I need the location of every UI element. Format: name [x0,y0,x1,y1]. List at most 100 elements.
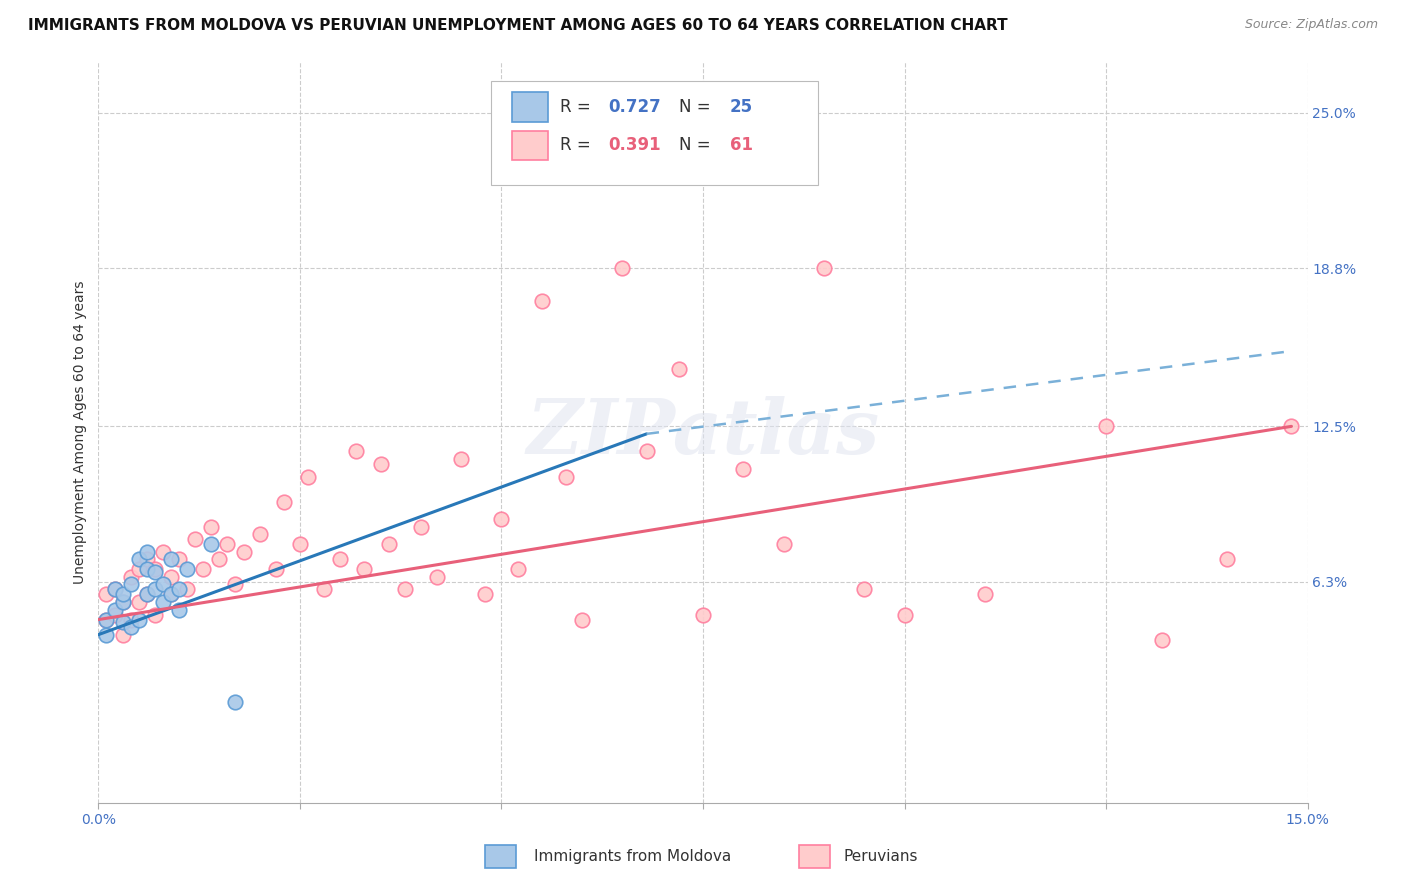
Point [733,462,755,476]
Point [143,582,166,597]
Text: N =: N = [679,98,716,116]
Point [111,627,134,641]
Point [111,595,134,609]
Point [1281,419,1303,434]
Point [111,615,134,629]
Point [555,469,578,483]
Point [200,537,222,551]
Point [772,537,794,551]
Point [143,607,166,622]
Point [103,602,125,616]
Point [128,552,150,566]
Point [135,587,157,601]
Text: 0.391: 0.391 [609,136,661,154]
Point [974,587,997,601]
FancyBboxPatch shape [512,130,548,161]
Point [96,613,118,627]
Point [160,587,183,601]
Point [232,545,254,559]
Point [506,562,529,576]
Text: Source: ZipAtlas.com: Source: ZipAtlas.com [1244,18,1378,31]
Text: Immigrants from Moldova: Immigrants from Moldova [534,849,731,863]
Point [249,527,271,541]
Point [394,582,416,597]
Point [273,494,295,508]
Point [120,613,142,627]
Point [120,620,142,634]
Point [103,582,125,597]
Text: R =: R = [561,136,596,154]
Point [314,582,336,597]
Point [160,570,183,584]
Point [120,577,142,591]
Point [893,607,915,622]
Point [184,533,207,547]
FancyBboxPatch shape [512,92,548,121]
Point [103,582,125,597]
Point [409,520,432,534]
Point [813,261,835,276]
Point [152,595,174,609]
Point [612,261,634,276]
Point [111,595,134,609]
Point [128,595,150,609]
Point [344,444,367,458]
Point [208,552,231,566]
Point [370,457,392,471]
Point [96,627,118,641]
Text: 0.727: 0.727 [609,98,661,116]
Point [636,444,658,458]
Point [353,562,375,576]
Point [297,469,319,483]
Point [96,587,118,601]
Point [160,587,183,601]
Point [120,570,142,584]
Text: 25: 25 [730,98,752,116]
Text: N =: N = [679,136,716,154]
Point [143,565,166,579]
Point [426,570,449,584]
Point [692,607,714,622]
Point [377,537,399,551]
Point [152,545,174,559]
Point [264,562,287,576]
Point [1216,552,1239,566]
Point [853,582,876,597]
Point [176,582,198,597]
Point [176,562,198,576]
Point [143,562,166,576]
Point [135,562,157,576]
Point [571,613,593,627]
Point [128,613,150,627]
Point [135,587,157,601]
Point [1152,632,1174,647]
Point [329,552,352,566]
Point [668,361,690,376]
Point [167,552,190,566]
Text: R =: R = [561,98,596,116]
Point [217,537,239,551]
Point [111,587,134,601]
Text: 61: 61 [730,136,752,154]
Point [288,537,311,551]
Point [530,293,553,308]
Text: ZIPatlas: ZIPatlas [526,396,880,469]
Point [224,695,246,709]
Point [167,602,190,616]
Point [224,577,246,591]
Point [450,452,472,467]
Point [474,587,496,601]
Point [96,613,118,627]
FancyBboxPatch shape [492,81,818,185]
Point [1095,419,1118,434]
Point [491,512,513,526]
Text: IMMIGRANTS FROM MOLDOVA VS PERUVIAN UNEMPLOYMENT AMONG AGES 60 TO 64 YEARS CORRE: IMMIGRANTS FROM MOLDOVA VS PERUVIAN UNEM… [28,18,1008,33]
Y-axis label: Unemployment Among Ages 60 to 64 years: Unemployment Among Ages 60 to 64 years [73,281,87,584]
Point [200,520,222,534]
Point [103,607,125,622]
Point [167,582,190,597]
Point [160,552,183,566]
Text: Peruvians: Peruvians [844,849,918,863]
Point [135,545,157,559]
Point [193,562,215,576]
